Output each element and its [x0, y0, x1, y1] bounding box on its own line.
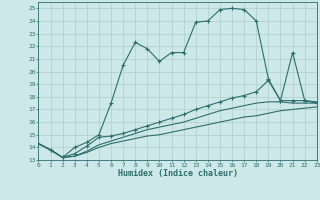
- X-axis label: Humidex (Indice chaleur): Humidex (Indice chaleur): [118, 169, 238, 178]
